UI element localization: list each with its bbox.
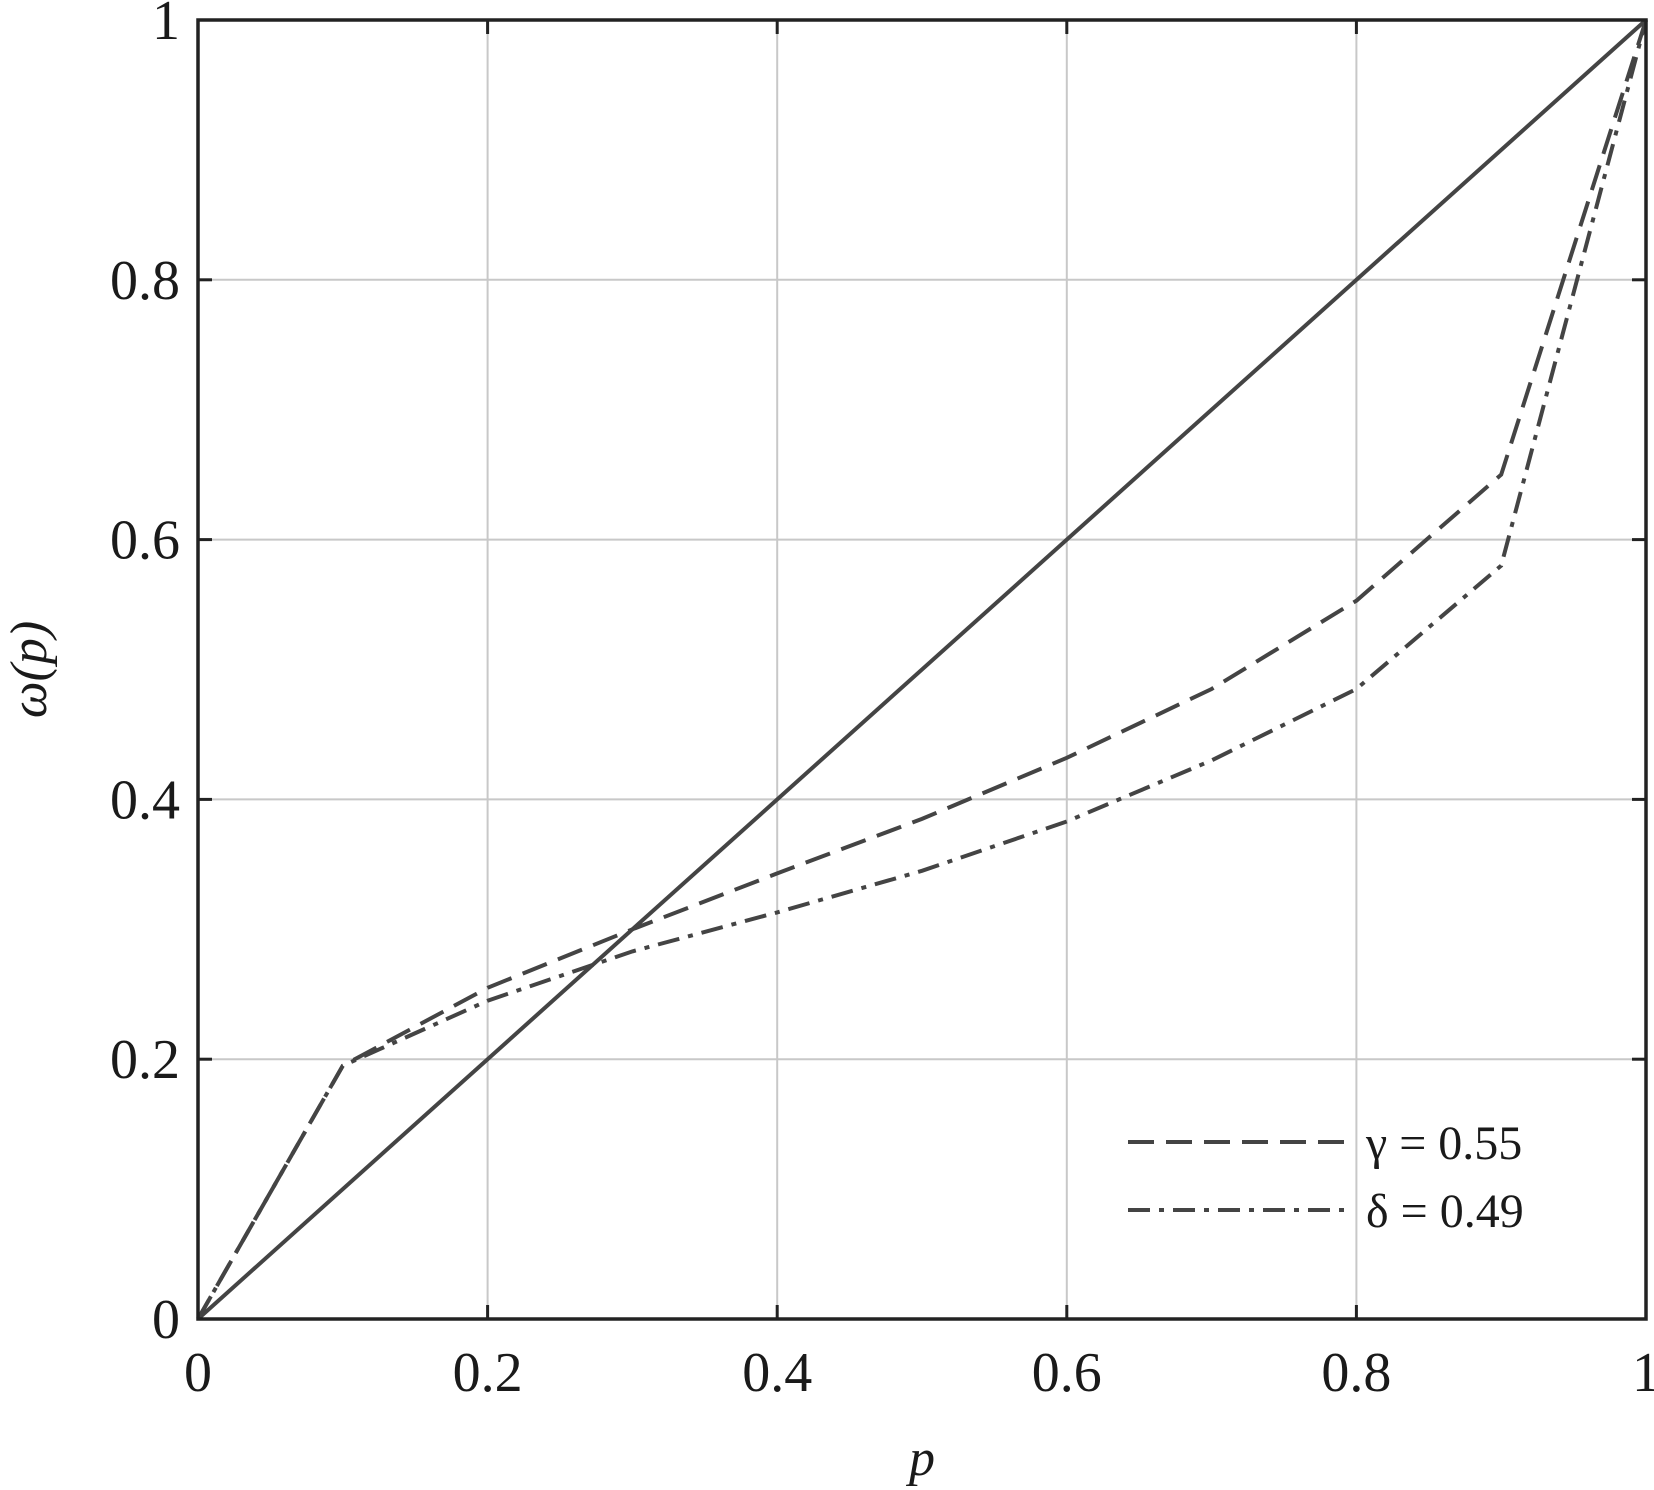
y-tick-label: 0.6 — [110, 510, 180, 572]
y-tick-label: 0.4 — [110, 769, 180, 831]
legend-label: γ = 0.55 — [1365, 1117, 1522, 1170]
legend: γ = 0.55 δ = 0.49 — [1128, 1117, 1524, 1238]
series-layer — [196, 18, 1648, 1321]
series-line-dashed — [196, 19, 1648, 1320]
x-tick-label: 0.4 — [742, 1342, 812, 1404]
x-tick-label: 1 — [1632, 1342, 1654, 1404]
y-tick-label: 0 — [152, 1289, 180, 1351]
legend-label: δ = 0.49 — [1366, 1185, 1524, 1238]
plot-frame — [196, 18, 1648, 1321]
series-line-dash-dot — [196, 19, 1648, 1320]
x-tick-label: 0 — [184, 1342, 212, 1404]
y-axis-label: ω(p) — [1, 621, 58, 718]
x-tick-label: 0.2 — [453, 1342, 523, 1404]
y-tick-label: 0.8 — [110, 250, 180, 312]
series-line-solid — [196, 18, 1648, 1321]
x-tick-label: 0.6 — [1032, 1342, 1102, 1404]
y-tick-label: 0.2 — [110, 1029, 180, 1091]
grid — [198, 20, 1646, 1319]
x-axis-label: p — [905, 1430, 935, 1487]
y-tick-label: 1 — [152, 0, 180, 52]
x-tick-label: 0.8 — [1321, 1342, 1391, 1404]
